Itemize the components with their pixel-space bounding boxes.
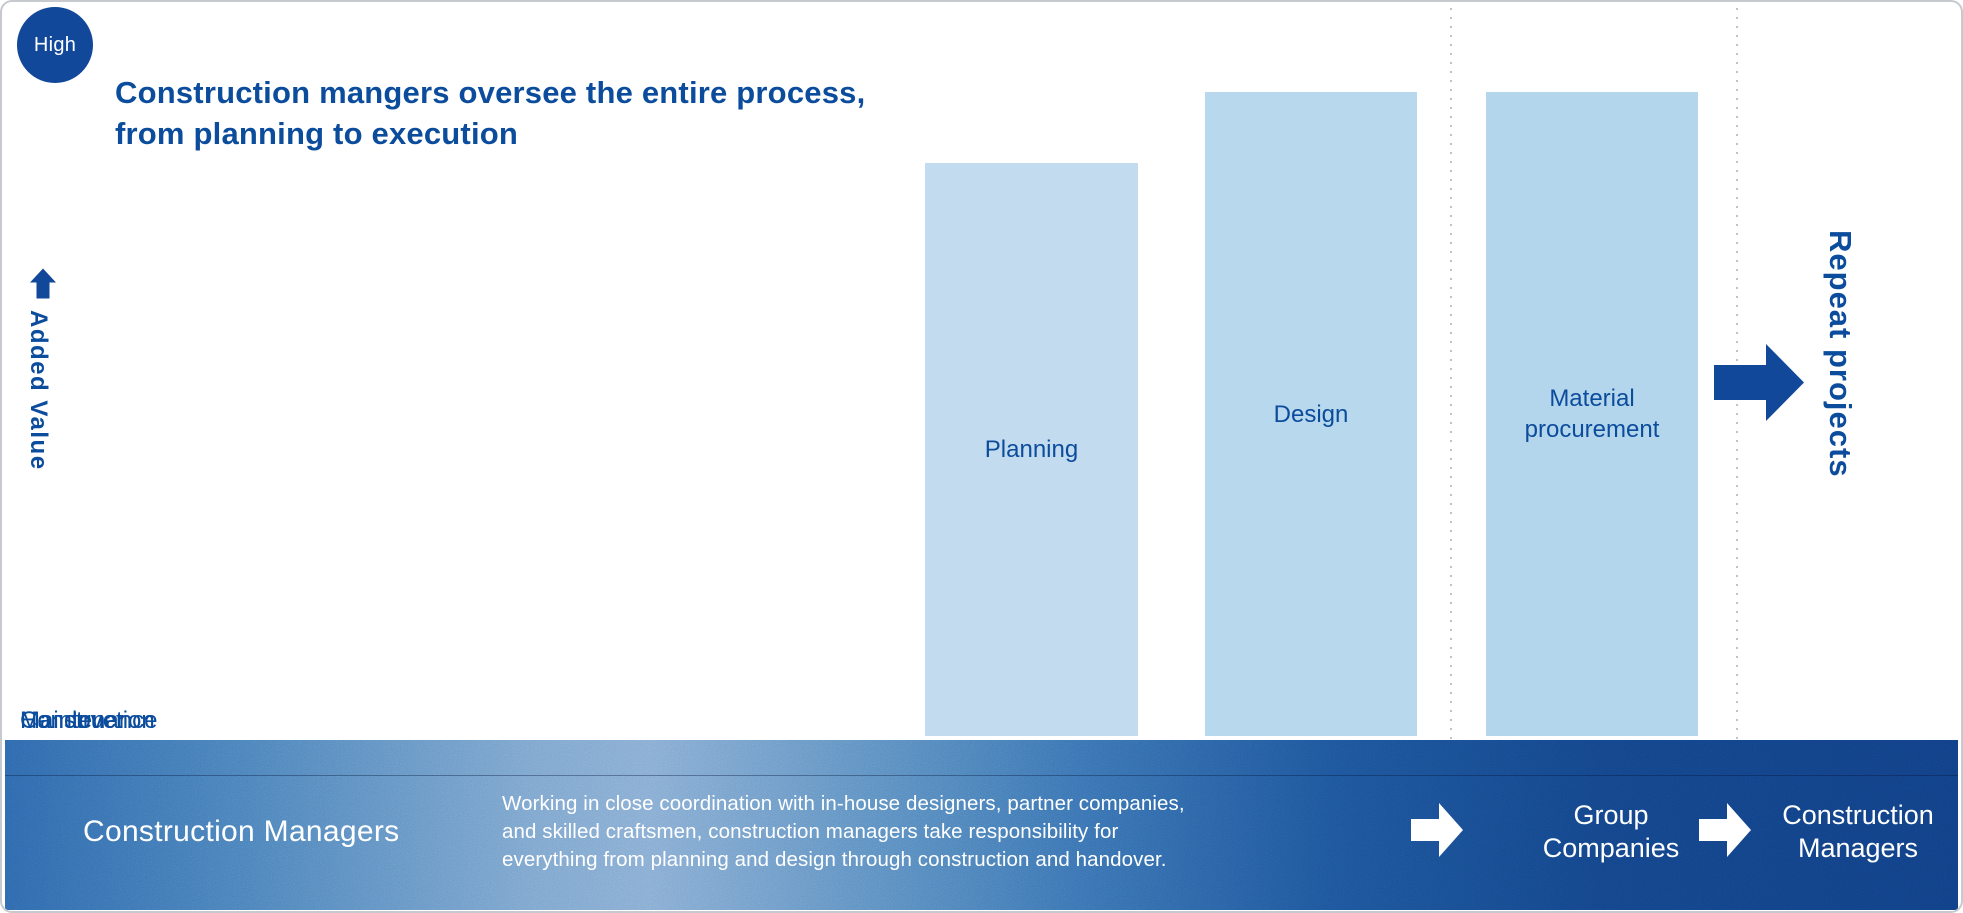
added-value-axis-label: Added Value <box>25 310 52 471</box>
dotted-separator-left <box>1450 8 1452 905</box>
high-badge: High <box>17 7 93 83</box>
bar-construction: Construction <box>2 705 173 736</box>
bar-label: Planning <box>984 436 1079 463</box>
flow-step-construction-managers: Construction Managers <box>1782 800 1934 863</box>
page-title: Construction mangers oversee the entire … <box>115 72 865 154</box>
high-badge-label: High <box>33 33 77 56</box>
bar-material-procurement: Material procurement <box>1486 92 1698 736</box>
bar-label: Material procurement <box>1524 385 1660 443</box>
page-title-line1: Construction mangers oversee the entire … <box>115 75 866 110</box>
flow-arrow-icon <box>1411 803 1463 857</box>
bar-label: Maintenance <box>20 707 158 734</box>
flow-step-group-companies: Group Companies <box>1542 800 1680 863</box>
repeat-arrow-icon <box>1714 344 1804 421</box>
dotted-separator-right <box>1736 8 1738 905</box>
bar-planning: Planning <box>925 163 1138 736</box>
flow-arrow-icon <box>1699 803 1751 857</box>
bar-design: Design <box>1205 92 1417 736</box>
construction-managers-label: Construction Managers <box>83 815 400 848</box>
bar-label: Design <box>1273 400 1349 428</box>
up-arrow-icon <box>30 268 56 299</box>
page-title-line2: from planning to execution <box>115 116 519 151</box>
bar-label: Construction <box>20 707 155 734</box>
bar-label: Handover <box>20 707 125 734</box>
repeat-projects-label: Repeat projects <box>1823 230 1858 478</box>
bar-handover: Handover <box>2 705 142 736</box>
band-description: Working in close coordination with in-ho… <box>502 792 1185 871</box>
band-hairline <box>5 775 1958 776</box>
bottom-band: Construction Managers Working in close c… <box>5 740 1958 910</box>
bar-maintenance: Maintenance <box>2 705 175 736</box>
